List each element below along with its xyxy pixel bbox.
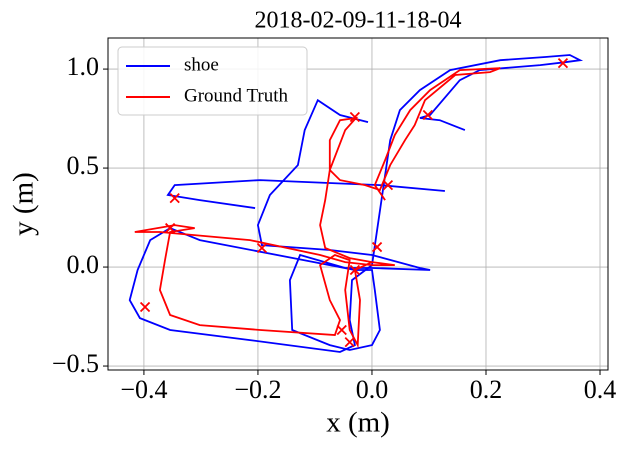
- marker: [169, 193, 180, 204]
- marker: [557, 58, 569, 69]
- y-tick-label: 0.0: [67, 250, 100, 279]
- marker: [256, 242, 268, 254]
- y-axis-label: y (m): [8, 172, 40, 236]
- x-axis-label: x (m): [326, 407, 390, 439]
- legend-label: shoe: [184, 54, 219, 75]
- y-tick-label: 1.0: [67, 52, 100, 81]
- plot-area: [128, 54, 584, 353]
- marker: [165, 222, 176, 234]
- plot-frame: [107, 37, 609, 371]
- legend-label: Ground Truth: [184, 85, 288, 106]
- x-tick-label: 0.2: [470, 375, 503, 404]
- series-line: [128, 54, 584, 353]
- marker: [349, 264, 361, 276]
- x-tick-label: 0.0: [356, 375, 389, 404]
- marker: [349, 111, 361, 123]
- x-tick-label: −0.4: [120, 375, 167, 404]
- marker: [336, 324, 347, 336]
- x-tick-label: −0.2: [234, 375, 281, 404]
- chart-title: 2018-02-09-11-18-04: [254, 8, 461, 34]
- marker: [344, 336, 355, 348]
- y-tick-label: −0.5: [52, 349, 99, 378]
- marker: [382, 179, 394, 191]
- x-tick-label: 0.4: [584, 375, 617, 404]
- series-line: [134, 67, 501, 349]
- marker: [371, 241, 383, 253]
- marker: [139, 301, 151, 313]
- marker: [422, 109, 433, 121]
- y-tick-label: 0.5: [67, 151, 100, 180]
